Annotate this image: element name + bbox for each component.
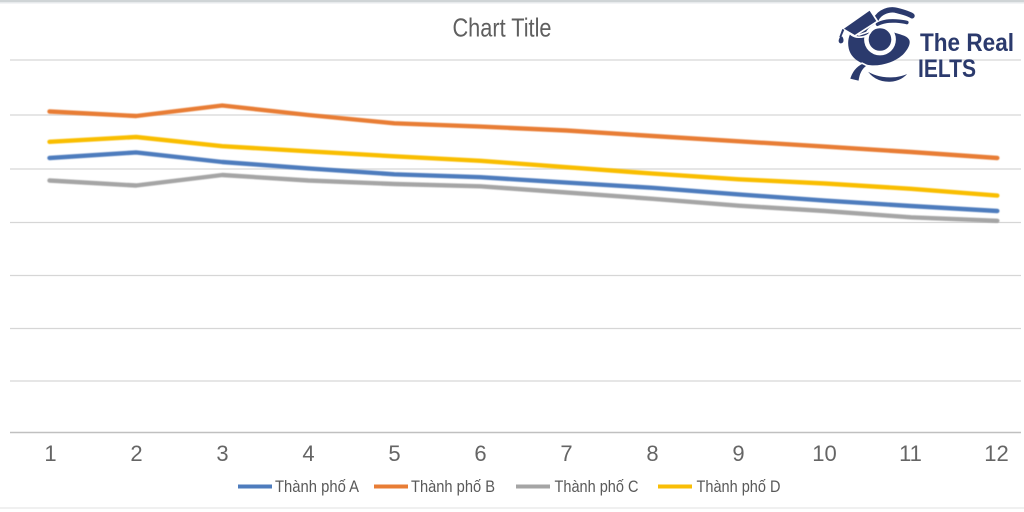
svg-text:1: 1 [44, 441, 56, 466]
svg-text:2: 2 [130, 441, 142, 466]
svg-text:9: 9 [732, 441, 744, 466]
svg-text:IELTS: IELTS [918, 55, 976, 83]
svg-text:11: 11 [899, 441, 922, 466]
svg-text:Thành phố D: Thành phố D [697, 478, 781, 496]
svg-text:6: 6 [474, 441, 486, 466]
svg-text:Thành phố A: Thành phố A [275, 478, 359, 496]
svg-text:Chart Title: Chart Title [453, 13, 552, 43]
svg-text:Thành phố B: Thành phố B [411, 478, 495, 496]
svg-text:4: 4 [302, 441, 314, 466]
svg-text:The Real: The Real [920, 29, 1014, 57]
svg-text:10: 10 [812, 441, 836, 466]
svg-text:3: 3 [216, 441, 228, 466]
svg-text:7: 7 [560, 441, 572, 466]
svg-text:5: 5 [388, 441, 400, 466]
svg-text:Thành phố C: Thành phố C [555, 478, 639, 496]
svg-text:12: 12 [984, 441, 1008, 466]
svg-text:8: 8 [646, 441, 658, 466]
